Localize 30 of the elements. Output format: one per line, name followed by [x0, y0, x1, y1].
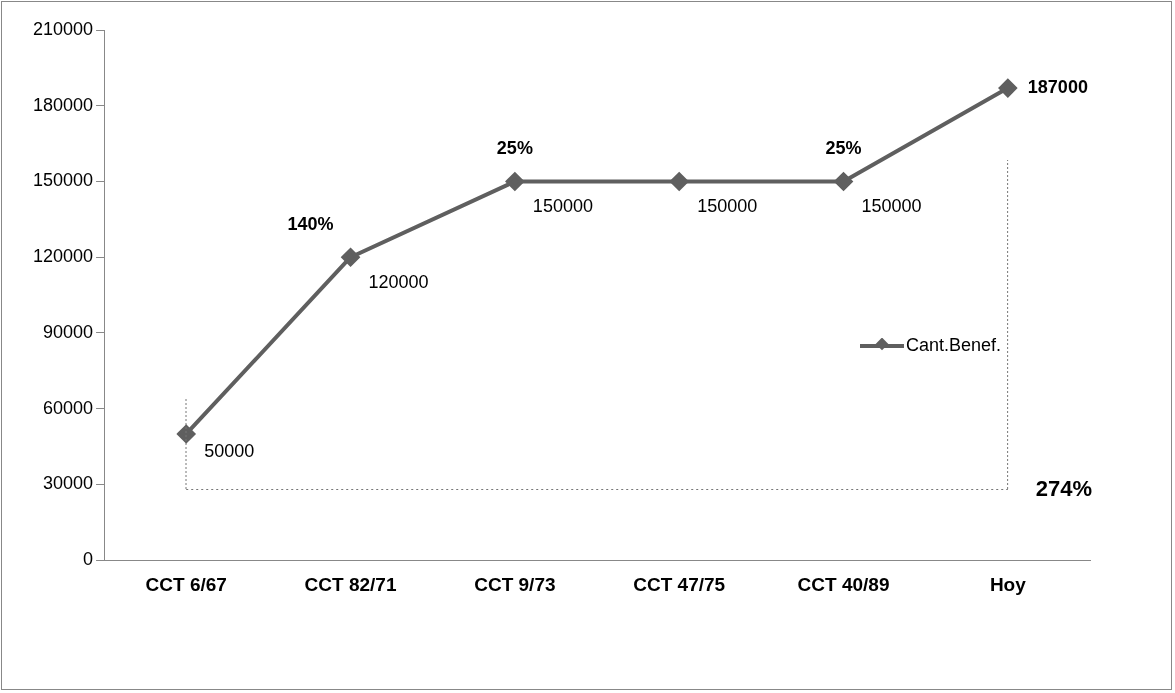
y-tick-label: 30000 — [43, 473, 94, 494]
point — [670, 172, 689, 191]
data-label: 187000 — [1027, 77, 1088, 98]
x-tick-label: CCT 9/73 — [474, 573, 556, 595]
legend-label: Cant.Benef. — [906, 335, 1002, 357]
y-tick-label: 210000 — [32, 18, 94, 39]
data-label: 150000 — [697, 196, 758, 217]
point — [505, 172, 524, 191]
x-tick-label: CCT 40/89 — [797, 573, 890, 595]
annotation: 274% — [1035, 475, 1093, 501]
y-tick-label: 120000 — [32, 246, 94, 267]
x-tick-label: CCT 6/67 — [145, 573, 227, 595]
annotation: 140% — [287, 214, 334, 235]
point — [998, 79, 1017, 98]
point — [341, 248, 360, 267]
x-tick-label: CCT 47/75 — [633, 573, 726, 595]
point — [834, 172, 853, 191]
x-tick-label: CCT 82/71 — [304, 573, 397, 595]
y-tick-label: 90000 — [43, 321, 94, 342]
y-tick-label: 0 — [83, 549, 94, 570]
data-label: 50000 — [204, 440, 255, 461]
data-label: 150000 — [861, 196, 922, 217]
data-label: 120000 — [368, 272, 429, 293]
y-tick-label: 180000 — [32, 94, 94, 115]
x-tick-label: Hoy — [989, 573, 1027, 595]
annotation: 25% — [825, 138, 862, 159]
y-tick-label: 60000 — [43, 397, 94, 418]
data-label: 150000 — [532, 196, 593, 217]
y-tick-label: 150000 — [32, 170, 94, 191]
annotation: 25% — [496, 138, 533, 159]
